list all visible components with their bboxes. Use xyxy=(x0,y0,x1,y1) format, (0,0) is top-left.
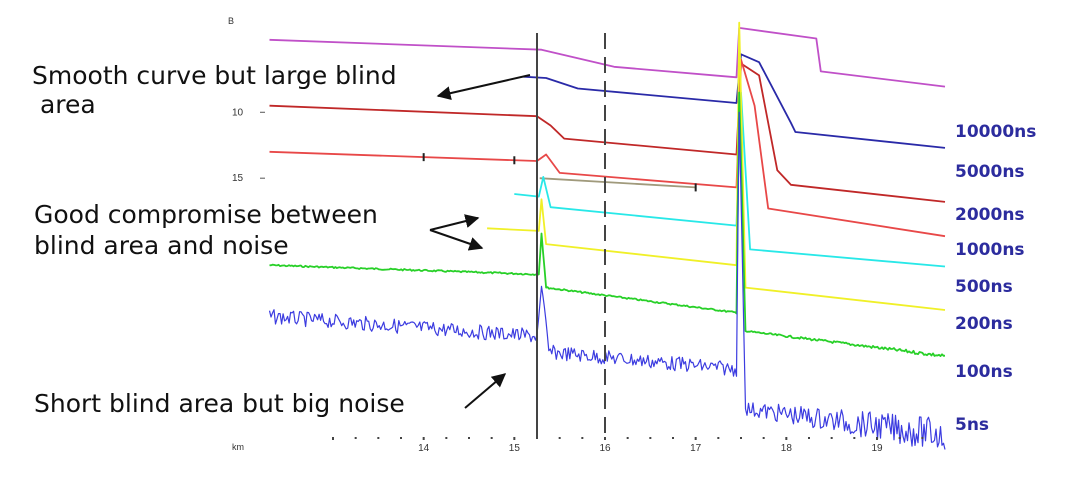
x-tick-mark xyxy=(876,437,878,440)
annotation-smooth: Smooth curve but large blind area xyxy=(32,61,397,119)
x-tick-mark xyxy=(558,437,561,439)
x-tick-mark xyxy=(490,437,493,439)
x-tick-mark xyxy=(785,437,788,440)
x-tick-mark xyxy=(536,437,538,439)
annotation-compromise: Good compromise between blind area and no… xyxy=(34,200,378,260)
series-line-200ns xyxy=(487,21,946,311)
annotation-arrow xyxy=(429,229,484,251)
x-tick-mark xyxy=(468,437,470,439)
x-axis-label: km xyxy=(232,442,244,452)
x-tick-label-14: 14 xyxy=(418,443,430,454)
annotation-short-line: Short blind area but big noise xyxy=(34,389,405,418)
x-tick-label-18: 18 xyxy=(781,443,793,454)
annotation-short: Short blind area but big noise xyxy=(34,389,405,418)
y-axis-label: B xyxy=(228,16,234,26)
x-tick-mark xyxy=(626,437,629,439)
x-axis: km 14 15 16 17 18 19 xyxy=(232,437,924,454)
pulse-label-5ns: 5ns xyxy=(955,415,989,435)
series-line-500ns xyxy=(514,91,946,268)
y-tick-label-10: 10 xyxy=(232,107,244,118)
annotation-arrow xyxy=(464,373,507,409)
x-tick-mark xyxy=(649,437,652,439)
x-tick-label-15: 15 xyxy=(509,443,521,454)
series-layer xyxy=(268,21,946,450)
x-tick-mark xyxy=(513,437,516,440)
annotation-compromise-line: Good compromise between xyxy=(34,200,378,229)
x-tick-label-17: 17 xyxy=(690,443,702,454)
x-tick-mark xyxy=(400,437,402,439)
x-tick-mark xyxy=(445,437,448,439)
annotation-arrow xyxy=(429,214,480,231)
x-tick-mark xyxy=(808,437,810,439)
series-line-10000ns xyxy=(269,27,946,88)
marker-layer xyxy=(536,33,606,437)
annotation-smooth-line: area xyxy=(32,90,96,119)
x-tick-mark xyxy=(740,437,742,439)
annotation-arrow xyxy=(436,74,531,101)
series-line-5ns xyxy=(268,111,946,450)
pulse-label-200ns: 200ns xyxy=(955,314,1013,334)
x-tick-mark xyxy=(694,437,697,440)
pulse-label-2000ns: 2000ns xyxy=(955,205,1025,225)
pulse-label-5000ns: 5000ns xyxy=(955,162,1025,182)
x-tick-mark xyxy=(762,437,765,439)
annotation-compromise-line: blind area and noise xyxy=(34,231,289,260)
y-tick-label-15: 15 xyxy=(232,173,244,184)
x-tick-mark xyxy=(717,437,720,439)
pulse-label-100ns: 100ns xyxy=(955,362,1013,382)
annotation-smooth-line: Smooth curve but large blind xyxy=(32,61,397,90)
x-tick-mark xyxy=(377,437,380,439)
x-tick-label-16: 16 xyxy=(599,443,611,454)
x-tick-mark xyxy=(581,437,584,439)
y-axis: B 10 15 xyxy=(228,16,265,184)
x-tick-label-19: 19 xyxy=(871,443,883,454)
series-line-100ns xyxy=(269,91,946,357)
x-tick-mark xyxy=(898,437,901,439)
x-tick-mark xyxy=(853,437,856,439)
annotation-layer: Smooth curve but large blind area Good co… xyxy=(32,61,531,418)
pulse-label-1000ns: 1000ns xyxy=(955,240,1025,260)
x-tick-mark xyxy=(422,437,425,440)
x-tick-mark xyxy=(604,437,606,440)
pulse-label-10000ns: 10000ns xyxy=(955,122,1036,142)
x-tick-mark xyxy=(332,437,334,440)
pulse-label-layer: 10000ns 5000ns 2000ns 1000ns 500ns 200ns 100ns… xyxy=(955,122,1036,435)
x-tick-mark xyxy=(672,437,674,439)
series-line-1000ns-gray xyxy=(539,177,696,189)
series-line-5000ns xyxy=(523,53,946,149)
pulse-label-500ns: 500ns xyxy=(955,277,1013,297)
x-tick-mark xyxy=(354,437,357,439)
x-tick-mark xyxy=(921,437,924,439)
x-tick-mark xyxy=(830,437,833,439)
